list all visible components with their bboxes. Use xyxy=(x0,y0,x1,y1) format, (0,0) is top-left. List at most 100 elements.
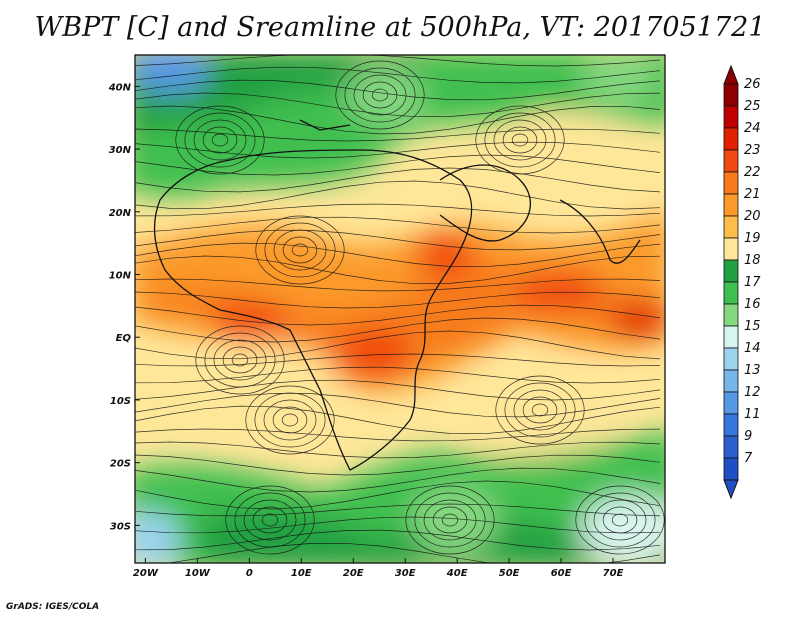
colorbar-swatch xyxy=(723,149,739,173)
lat-tick-label: 10N xyxy=(109,271,132,282)
colorbar-label: 12 xyxy=(744,385,761,400)
streamline-eddy xyxy=(602,506,638,534)
lon-tick-label: 0 xyxy=(246,568,253,579)
colorbar-label: 24 xyxy=(744,121,761,136)
colorbar-swatch xyxy=(723,83,739,107)
axis-ticks: 20W 10W 0 10E 20E 30E 40E 50E 60E 70E 40N 30N 20N 10N… xyxy=(108,82,624,579)
colorbar-label: 22 xyxy=(744,165,761,180)
streamline-eddy xyxy=(335,60,425,130)
streamline xyxy=(135,278,661,292)
streamline xyxy=(135,330,661,360)
streamline-eddy xyxy=(371,88,389,102)
streamline-eddy xyxy=(202,126,238,154)
colorbar-swatch xyxy=(723,193,739,217)
lon-tick-label: 10W xyxy=(185,568,211,579)
streamline-eddy xyxy=(252,506,288,534)
colorbar-label: 11 xyxy=(744,407,761,422)
streamline-eddy xyxy=(414,492,486,548)
colorbar-swatch xyxy=(723,303,739,327)
streamline xyxy=(135,366,661,384)
wbpt-field xyxy=(135,55,665,563)
streamline xyxy=(135,454,661,476)
coastlines xyxy=(153,119,641,471)
lon-tick-label: 20E xyxy=(343,568,364,579)
credit-text: GrADS: IGES/COLA xyxy=(6,602,100,612)
streamline-eddy xyxy=(584,492,656,548)
colorbar-label: 15 xyxy=(744,319,761,334)
streamline-eddy xyxy=(475,105,565,175)
streamline xyxy=(135,480,661,510)
streamline-eddy xyxy=(511,133,529,147)
streamline xyxy=(135,441,661,459)
colorbar-swatch xyxy=(723,435,739,459)
streamline xyxy=(135,229,661,251)
colorbar-swatch xyxy=(723,369,739,393)
streamline-eddy xyxy=(504,382,576,438)
streamline-eddy xyxy=(255,215,345,285)
streamline-eddy xyxy=(432,506,468,534)
plot-frame xyxy=(134,54,666,564)
lat-tick-label: EQ xyxy=(116,333,132,344)
colorbar-label: 20 xyxy=(744,209,761,224)
streamline xyxy=(135,167,661,193)
streamline-eddy xyxy=(213,339,267,381)
colorbar-swatch xyxy=(723,457,739,481)
colorbar-label: 7 xyxy=(744,451,753,466)
colorbar-label: 23 xyxy=(744,143,761,158)
colorbar-swatch xyxy=(723,237,739,261)
streamline-eddy xyxy=(353,74,407,116)
lat-tick-label: 10S xyxy=(110,396,131,407)
lat-tick-label: 40N xyxy=(108,82,132,93)
streamline xyxy=(135,317,661,343)
streamline xyxy=(135,128,661,142)
colorbar-swatch xyxy=(723,105,739,129)
streamline-eddy xyxy=(441,513,459,527)
streamline xyxy=(135,542,661,563)
colorbar-swatch xyxy=(723,325,739,349)
lon-tick-label: 60E xyxy=(551,568,572,579)
streamline-eddy xyxy=(264,222,336,278)
streamline-eddy xyxy=(282,236,318,264)
streamline xyxy=(135,503,661,517)
lon-tick-label: 30E xyxy=(395,568,416,579)
colorbar-swatch xyxy=(723,391,739,415)
streamline-eddy xyxy=(204,332,276,388)
colorbar-label: 21 xyxy=(744,187,761,202)
colorbar-label: 14 xyxy=(744,341,761,356)
streamline-eddy xyxy=(611,513,629,527)
streamline-eddy xyxy=(225,485,315,555)
streamline-eddy xyxy=(211,133,229,147)
streamline-eddy xyxy=(234,492,306,548)
streamline xyxy=(135,242,661,268)
streamline-eddy xyxy=(502,126,538,154)
streamline-eddy xyxy=(272,406,308,434)
streamline xyxy=(135,392,661,418)
lat-tick-label: 20S xyxy=(110,459,131,470)
streamline-eddy xyxy=(193,119,247,161)
colorbar-swatch xyxy=(723,281,739,305)
streamline xyxy=(135,467,661,493)
streamline-eddy xyxy=(222,346,258,374)
colorbar-bottom-arrow xyxy=(723,479,739,500)
streamline-eddy xyxy=(405,485,495,555)
lon-tick-label: 50E xyxy=(499,568,520,579)
colorbar-swatch xyxy=(723,215,739,239)
streamlines xyxy=(135,55,665,563)
streamline-eddy xyxy=(231,353,249,367)
streamline xyxy=(135,428,661,442)
lat-tick-label: 30S xyxy=(110,521,131,532)
streamline xyxy=(135,304,661,326)
streamline xyxy=(135,141,661,159)
streamline-eddy xyxy=(273,229,327,271)
streamline-eddy xyxy=(531,403,549,417)
streamline xyxy=(135,255,661,285)
streamline-eddy xyxy=(243,499,297,541)
streamline xyxy=(135,216,661,234)
streamline-eddy xyxy=(254,392,326,448)
streamline xyxy=(135,66,661,84)
streamline-eddy xyxy=(522,396,558,424)
streamline xyxy=(135,353,661,367)
streamline xyxy=(135,529,661,551)
lon-tick-label: 20W xyxy=(133,568,159,579)
